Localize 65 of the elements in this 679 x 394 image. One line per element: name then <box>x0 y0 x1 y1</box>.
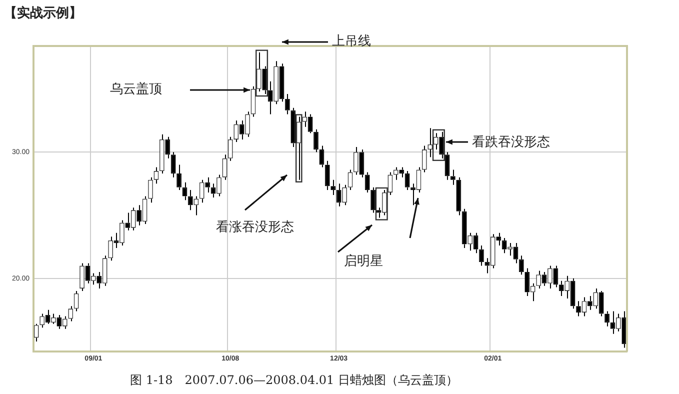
chart-title: 【实战示例】 <box>4 4 82 22</box>
candlestick <box>188 189 193 211</box>
candlestick <box>587 296 592 310</box>
candlestick <box>456 176 462 216</box>
candlestick <box>319 145 324 168</box>
candlestick <box>170 152 176 178</box>
candlestick <box>473 232 478 254</box>
candlestick <box>376 207 382 218</box>
candlestick <box>553 265 558 288</box>
candlestick <box>462 208 467 249</box>
candlestick <box>314 128 318 153</box>
candlestick <box>154 166 159 184</box>
candlestick <box>370 186 376 214</box>
candlestick <box>182 182 188 201</box>
candlestick <box>444 152 450 180</box>
candlestick <box>68 306 74 322</box>
candlestick <box>518 255 524 276</box>
annotation: 上吊线 <box>332 33 371 50</box>
annotation: 看涨吞没形态 <box>216 219 294 236</box>
candlestick <box>45 309 50 324</box>
candlestick <box>228 136 233 162</box>
candlestick <box>125 212 130 231</box>
candlestick <box>290 107 296 148</box>
annotation: 启明星 <box>344 253 383 270</box>
candlestick <box>148 176 153 204</box>
candlestick <box>74 290 79 312</box>
candlestick <box>622 310 627 348</box>
candlestick <box>388 172 393 196</box>
candlestick <box>34 323 39 342</box>
candlestick <box>96 272 102 289</box>
candlestick <box>542 272 547 286</box>
candlestick <box>348 169 353 190</box>
candlestick <box>330 179 336 196</box>
annotation: 看跌吞没形态 <box>472 134 550 151</box>
candlestick <box>268 80 273 115</box>
candlestick <box>610 310 616 334</box>
annotation: 乌云盖顶 <box>110 81 162 98</box>
candlestick <box>404 170 410 190</box>
candlestick <box>479 245 484 266</box>
candlestick <box>205 176 210 193</box>
candlestick <box>165 136 170 159</box>
candlestick <box>502 237 507 254</box>
candlestick <box>484 258 490 274</box>
candlestick <box>85 262 90 284</box>
candlestick <box>336 183 342 207</box>
candlestick <box>359 149 364 178</box>
caption: 图 1-18 2007.07.06—2008.04.01 日蜡烛图（乌云盖顶） <box>130 372 458 389</box>
candlestick <box>56 314 62 330</box>
candlestick <box>439 131 444 159</box>
candlestick <box>279 63 284 102</box>
candlestick <box>570 278 576 310</box>
candlestick <box>598 290 604 317</box>
candlestick <box>210 183 216 198</box>
candlestick <box>239 120 244 140</box>
candlestick <box>604 310 610 327</box>
candlestick <box>308 114 313 134</box>
candlestick <box>324 160 330 190</box>
candlestick <box>524 268 530 297</box>
candlestick <box>222 154 228 180</box>
candlestick <box>364 172 370 193</box>
candlestick <box>262 66 268 94</box>
candlestick <box>422 145 427 173</box>
candlestick <box>513 242 518 264</box>
candlestick <box>250 86 256 118</box>
candlestick <box>410 183 416 206</box>
